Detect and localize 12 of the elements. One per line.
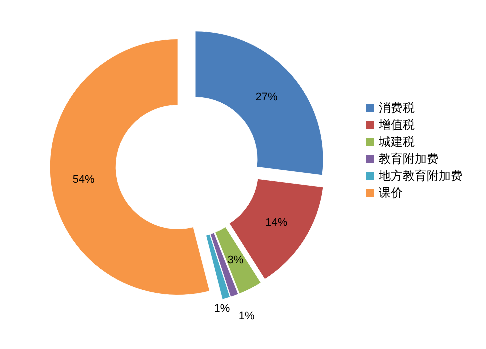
legend-label: 教育附加费 <box>379 152 439 166</box>
data-label: 27% <box>256 91 278 104</box>
data-label: 1% <box>238 310 255 322</box>
legend-label: 地方教育附加费 <box>378 169 463 184</box>
legend-label: 城建税 <box>378 135 415 150</box>
legend-label: 消费税 <box>379 101 415 116</box>
data-label: 54% <box>72 174 96 186</box>
legend-label: 课价 <box>379 186 403 200</box>
data-label: 14% <box>266 217 288 230</box>
data-label: 1% <box>214 303 230 316</box>
data-label: 3% <box>228 254 244 266</box>
legend-label: 增值税 <box>378 118 415 132</box>
